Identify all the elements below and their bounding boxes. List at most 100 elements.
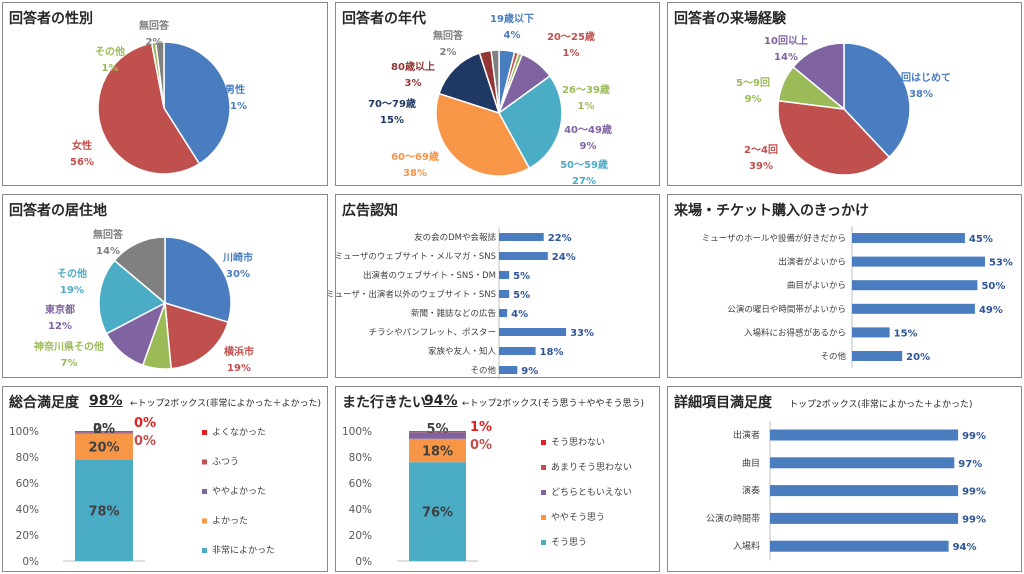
age-pie-chart: 19歳以下 4% 20～25歳 1% 26～39歳 1% 40～49歳 9% 50～59歳 27%… — [368, 12, 612, 187]
slice-value: 38% — [909, 89, 933, 100]
stacked-segment — [409, 462, 466, 561]
bar-value-label: 5% — [513, 271, 530, 282]
pie-slice — [97, 42, 201, 175]
segment-value-label: 78% — [88, 504, 119, 519]
visit-pie-chart: 今回はじめて 38% 2～4回 39% 5～9回 9% 10回以上 14% — [736, 34, 951, 176]
gender-pie-chart: 男性 41% 女性 56% その他 1% 無回答 2% — [70, 19, 247, 175]
bar — [499, 252, 548, 260]
stacked-segment — [409, 438, 466, 463]
slice-label: 東京都 — [45, 303, 75, 316]
category-label: 友の会のDMや会報誌 — [414, 232, 496, 243]
panel-residence: 回答者の居住地 川崎市 30% 横浜市 19% 神奈川県その他 7% 東京都 12% その他 19… — [2, 194, 328, 378]
slice-value: 3% — [405, 78, 422, 89]
panel-visit: 回答者の来場経験 今回はじめて 38% 2～4回 39% 5～9回 9% 10回以上 14% — [667, 2, 1022, 186]
segment-value-label: 20% — [88, 441, 119, 456]
slice-value: 7% — [61, 358, 78, 369]
pie-slice — [164, 236, 232, 324]
panel-detail: 詳細項目満足度 トップ2ボックス(非常によかった＋よかった) 出演者 99% 曲目 9… — [667, 386, 1022, 572]
segment-value-label: 2% — [93, 422, 115, 437]
bar-value-label: 22% — [548, 233, 572, 244]
bar-value-label: 24% — [552, 252, 576, 263]
bar-value-label: 9% — [521, 366, 538, 377]
pie-slice — [113, 236, 166, 305]
pie-slice — [435, 92, 531, 177]
category-label: 入場料にお得感があるから — [744, 327, 846, 338]
bar-value-label: 50% — [981, 281, 1005, 292]
bar — [770, 457, 955, 469]
slice-value: 1% — [563, 48, 580, 59]
legend-label: 非常によかった — [212, 544, 275, 556]
slice-label: 神奈川県その他 — [34, 340, 104, 353]
legend-swatch — [541, 490, 546, 495]
top2-value: 94% — [424, 393, 458, 409]
side-value-label: 1% — [470, 420, 492, 435]
bar — [852, 280, 978, 291]
stacked-segment — [409, 431, 466, 433]
slice-label: 今回はじめて — [890, 71, 951, 84]
legend-swatch — [202, 518, 207, 524]
slice-label: 無回答 — [433, 29, 464, 42]
bar-value-label: 97% — [958, 459, 982, 470]
slice-label: 40～49歳 — [564, 123, 612, 136]
top2-note: ←トップ2ボックス(そう思う＋ややそう思う) — [462, 399, 645, 409]
slice-label: 20～25歳 — [547, 30, 595, 43]
bar-value-label: 94% — [953, 542, 977, 553]
stacked-segment — [409, 432, 466, 439]
slice-value: 56% — [70, 157, 94, 168]
side-value-label: 0% — [134, 434, 156, 449]
y-tick-label: 20% — [349, 530, 372, 542]
bar — [852, 233, 965, 243]
segment-value-label: 18% — [422, 445, 453, 460]
stacked-segment — [75, 433, 133, 460]
pie-slice — [777, 99, 891, 176]
bar — [499, 366, 518, 374]
slice-label: 70～79歳 — [368, 97, 416, 110]
slice-value: 1% — [102, 63, 119, 74]
bar — [852, 303, 975, 314]
bar — [770, 512, 959, 524]
category-label: ミューザのウェブサイト・メルマガ・SNS — [335, 251, 496, 262]
slice-value: 38% — [403, 168, 427, 179]
slice-value: 9% — [745, 94, 762, 105]
slice-label: 19歳以下 — [490, 12, 534, 25]
slice-value: 12% — [48, 321, 72, 332]
slice-label: 横浜市 — [224, 345, 254, 358]
slice-value: 14% — [96, 246, 120, 257]
slice-value: 1% — [578, 101, 595, 112]
category-label: 入場料 — [733, 540, 760, 552]
pie-slice — [792, 42, 845, 111]
category-label: ミューザのホールや設備が好きだから — [702, 233, 846, 244]
slice-value: 2% — [440, 47, 457, 58]
bar — [852, 351, 903, 361]
legend-swatch — [541, 465, 546, 470]
category-label: ミューザ・出演者以外のウェブサイト・SNS — [326, 289, 496, 300]
category-label: 公演の曜日や時間帯がよいから — [727, 304, 846, 315]
legend-label: よかった — [212, 516, 248, 527]
bar — [770, 429, 959, 441]
legend-swatch — [202, 548, 207, 553]
bar — [852, 256, 985, 267]
bar — [499, 347, 536, 355]
bar — [499, 233, 544, 241]
bar-value-label: 99% — [962, 431, 986, 442]
detail-bar-chart: 出演者 99% 曲目 97% 演奏 99% 公演の時間帯 99% 入場料 94% — [706, 421, 986, 561]
slice-label: 無回答 — [139, 19, 170, 32]
slice-label: その他 — [95, 45, 125, 58]
slice-value: 39% — [749, 161, 773, 172]
category-label: チラシやパンフレット、ポスター — [369, 328, 496, 338]
chart-title: 回答者の居住地 — [9, 203, 107, 219]
bar-value-label: 45% — [969, 234, 993, 245]
slice-label: その他 — [57, 267, 87, 280]
side-value-label: 0% — [470, 438, 492, 453]
slice-label: 50～59歳 — [560, 158, 608, 171]
slice-label: 80歳以上 — [391, 60, 435, 73]
bar — [852, 327, 890, 338]
pie-slice — [498, 74, 563, 170]
side-value-label: 0% — [134, 416, 156, 431]
chart-title: 回答者の来場経験 — [674, 11, 786, 27]
legend-label: よくなかった — [212, 427, 266, 438]
bar-value-label: 20% — [906, 352, 930, 363]
legend-swatch — [202, 459, 207, 465]
slice-value: 41% — [223, 101, 247, 112]
stacked-segment — [75, 431, 133, 433]
